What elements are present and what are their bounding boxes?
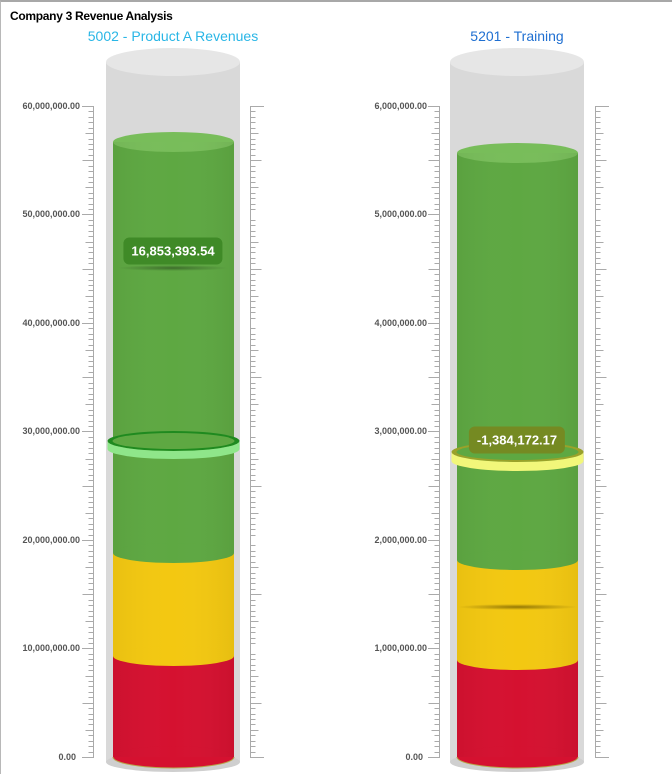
y-axis-label: 20,000,000.00	[22, 535, 80, 545]
right-axis	[250, 106, 264, 758]
y-axis-label: 30,000,000.00	[22, 426, 80, 436]
gauge-title: 5201 - Training	[470, 28, 564, 44]
gauge-training: 5201 - Training	[344, 0, 672, 774]
gauge-title: 5002 - Product A Revenues	[87, 28, 259, 44]
y-axis-label: 0.00	[58, 752, 76, 762]
left-axis	[82, 106, 94, 758]
panel-title: Company 3 Revenue Analysis	[10, 9, 173, 23]
y-axis-label: 60,000,000.00	[22, 101, 80, 111]
value-tooltip[interactable]: -1,384,172.17	[468, 426, 566, 454]
y-axis-label: 0.00	[405, 752, 423, 762]
right-axis	[595, 106, 609, 758]
y-axis-label: 50,000,000.00	[22, 209, 80, 219]
gauge-product-a-revenues: 5002 - Product A Revenues	[22, 28, 264, 772]
y-axis-label: 2,000,000.00	[374, 535, 427, 545]
y-axis-label: 1,000,000.00	[374, 643, 427, 653]
left-axis	[428, 106, 440, 758]
value-tooltip[interactable]: 16,853,393.54	[123, 237, 223, 265]
y-axis-label: 10,000,000.00	[22, 643, 80, 653]
cylinder-chart	[82, 48, 264, 772]
y-axis-label: 40,000,000.00	[22, 318, 80, 328]
y-axis-label: 6,000,000.00	[374, 101, 427, 111]
y-axis-label: 4,000,000.00	[374, 318, 427, 328]
y-axis-label: 3,000,000.00	[374, 426, 427, 436]
cylinder-chart	[428, 48, 609, 772]
y-axis-label: 5,000,000.00	[374, 209, 427, 219]
